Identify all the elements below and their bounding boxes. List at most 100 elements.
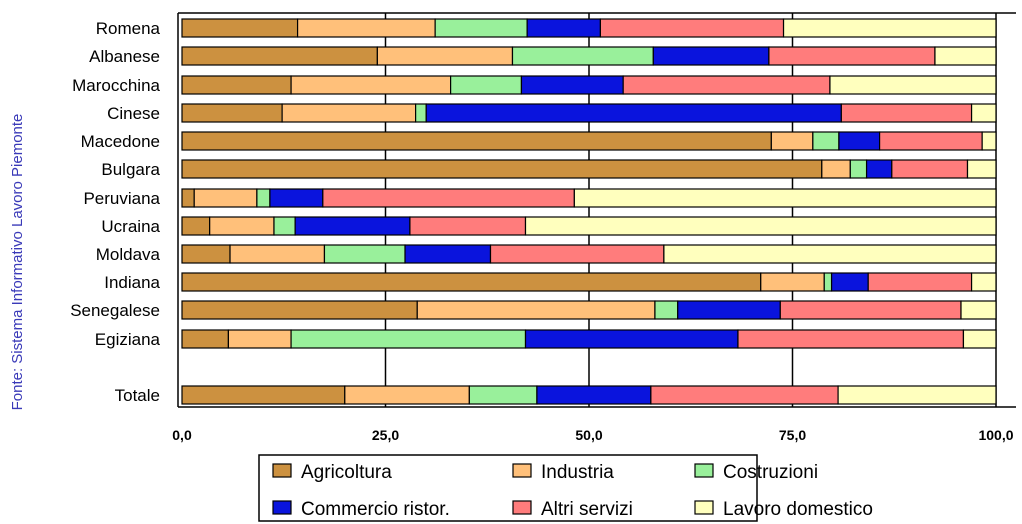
bar-cinese-agricoltura xyxy=(181,103,283,123)
bar-bulgara-costruzioni xyxy=(849,159,868,179)
bar-senegalese-altri-servizi xyxy=(779,300,962,320)
bar-bulgara-industria xyxy=(821,159,851,179)
bar-romena-lavoro-domestico xyxy=(782,18,997,38)
bar-egiziana-agricoltura xyxy=(181,329,229,349)
bar-senegalese-agricoltura xyxy=(181,300,418,320)
bar-romena-commercio-ristor xyxy=(526,18,601,38)
legend-label-lavoro-domestico: Lavoro domestico xyxy=(723,499,873,520)
category-label-senegalese: Senegalese xyxy=(70,301,160,320)
bar-ucraina-commercio-ristor xyxy=(294,216,411,236)
legend-box xyxy=(258,454,758,522)
legend-label-agricoltura: Agricoltura xyxy=(301,462,392,483)
category-label-romena: Romena xyxy=(96,19,161,38)
bar-indiana-altri-servizi xyxy=(867,272,973,292)
bar-cinese-altri-servizi xyxy=(840,103,973,123)
legend: Agricoltura Industria Costruzioni Commercio… xyxy=(258,454,873,522)
bar-indiana-commercio-ristor xyxy=(830,272,869,292)
bar-senegalese-commercio-ristor xyxy=(677,300,781,320)
bar-ucraina-industria xyxy=(209,216,275,236)
bar-albanese-costruzioni xyxy=(511,46,654,66)
legend-label-industria: Industria xyxy=(541,462,614,483)
bar-egiziana-altri-servizi xyxy=(737,329,965,349)
bar-bulgara-agricoltura xyxy=(181,159,823,179)
bar-totale-commercio-ristor xyxy=(536,385,652,405)
bar-bulgara-altri-servizi xyxy=(891,159,969,179)
bar-ucraina-altri-servizi xyxy=(409,216,527,236)
bar-albanese-altri-servizi xyxy=(768,46,936,66)
bar-peruviana-altri-servizi xyxy=(322,188,575,208)
legend-label-altri-servizi: Altri servizi xyxy=(541,499,633,520)
category-label-albanese: Albanese xyxy=(89,47,160,66)
bar-senegalese-costruzioni xyxy=(654,300,679,320)
bar-albanese-industria xyxy=(376,46,514,66)
bar-marocchina-agricoltura xyxy=(181,75,292,95)
legend-swatch-agricoltura xyxy=(272,463,292,478)
bar-marocchina-costruzioni xyxy=(450,75,523,95)
bar-totale-lavoro-domestico xyxy=(837,385,997,405)
bar-romena-costruzioni xyxy=(434,18,528,38)
bar-indiana-costruzioni xyxy=(823,272,833,292)
bar-macedone-altri-servizi xyxy=(878,131,983,151)
bar-ucraina-agricoltura xyxy=(181,216,211,236)
bar-macedone-costruzioni xyxy=(812,131,840,151)
bar-romena-industria xyxy=(296,18,436,38)
bar-senegalese-lavoro-domestico xyxy=(960,300,997,320)
bar-peruviana-agricoltura xyxy=(181,188,195,208)
bar-macedone-lavoro-domestico xyxy=(981,131,997,151)
bar-totale-agricoltura xyxy=(181,385,346,405)
bar-macedone-agricoltura xyxy=(181,131,772,151)
bar-cinese-costruzioni xyxy=(415,103,427,123)
bar-cinese-lavoro-domestico xyxy=(970,103,997,123)
bar-peruviana-costruzioni xyxy=(256,188,271,208)
bar-marocchina-lavoro-domestico xyxy=(829,75,997,95)
legend-label-commercio-ristor: Commercio ristor. xyxy=(301,499,450,520)
bar-bulgara-lavoro-domestico xyxy=(966,159,997,179)
category-label-ucraina: Ucraina xyxy=(101,217,160,236)
bar-totale-costruzioni xyxy=(468,385,538,405)
category-label-marocchina: Marocchina xyxy=(72,76,160,95)
bar-moldava-costruzioni xyxy=(323,244,406,264)
bar-senegalese-industria xyxy=(416,300,656,320)
bar-egiziana-industria xyxy=(227,329,292,349)
bar-romena-agricoltura xyxy=(181,18,299,38)
legend-swatch-lavoro-domestico xyxy=(694,500,714,515)
bar-cinese-commercio-ristor xyxy=(425,103,842,123)
bar-peruviana-lavoro-domestico xyxy=(573,188,997,208)
category-label-peruviana: Peruviana xyxy=(83,189,160,208)
bar-marocchina-industria xyxy=(290,75,452,95)
bar-indiana-lavoro-domestico xyxy=(970,272,997,292)
bar-moldava-industria xyxy=(229,244,326,264)
bar-moldava-agricoltura xyxy=(181,244,231,264)
category-label-egiziana: Egiziana xyxy=(95,330,161,349)
bar-peruviana-commercio-ristor xyxy=(269,188,324,208)
legend-label-costruzioni: Costruzioni xyxy=(723,462,818,483)
bar-marocchina-commercio-ristor xyxy=(520,75,624,95)
bar-marocchina-altri-servizi xyxy=(622,75,831,95)
legend-swatch-commercio-ristor xyxy=(272,500,292,515)
x-tick-label: 75,0 xyxy=(779,427,806,443)
bar-albanese-commercio-ristor xyxy=(652,46,770,66)
bar-bulgara-commercio-ristor xyxy=(865,159,893,179)
legend-swatch-altri-servizi xyxy=(512,500,532,515)
bars xyxy=(181,18,997,405)
bar-totale-industria xyxy=(344,385,470,405)
category-labels: Romena Albanese Marocchina Cinese Macedone Bu… xyxy=(70,19,160,405)
bar-ucraina-lavoro-domestico xyxy=(524,216,997,236)
bar-egiziana-costruzioni xyxy=(290,329,527,349)
category-label-moldava: Moldava xyxy=(96,245,161,264)
bar-moldava-commercio-ristor xyxy=(404,244,492,264)
bar-macedone-industria xyxy=(770,131,814,151)
category-label-macedone: Macedone xyxy=(81,132,160,151)
bar-moldava-lavoro-domestico xyxy=(663,244,997,264)
bar-ucraina-costruzioni xyxy=(273,216,296,236)
bar-egiziana-commercio-ristor xyxy=(524,329,739,349)
bar-albanese-lavoro-domestico xyxy=(934,46,997,66)
x-tick-label: 50,0 xyxy=(575,427,602,443)
x-tick-label: 0,0 xyxy=(172,427,192,443)
x-tick-labels: 0,0 25,0 50,0 75,0 100,0 xyxy=(172,427,1013,443)
bar-indiana-industria xyxy=(760,272,825,292)
bar-moldava-altri-servizi xyxy=(489,244,665,264)
bar-totale-altri-servizi xyxy=(650,385,839,405)
category-label-totale: Totale xyxy=(115,386,160,405)
